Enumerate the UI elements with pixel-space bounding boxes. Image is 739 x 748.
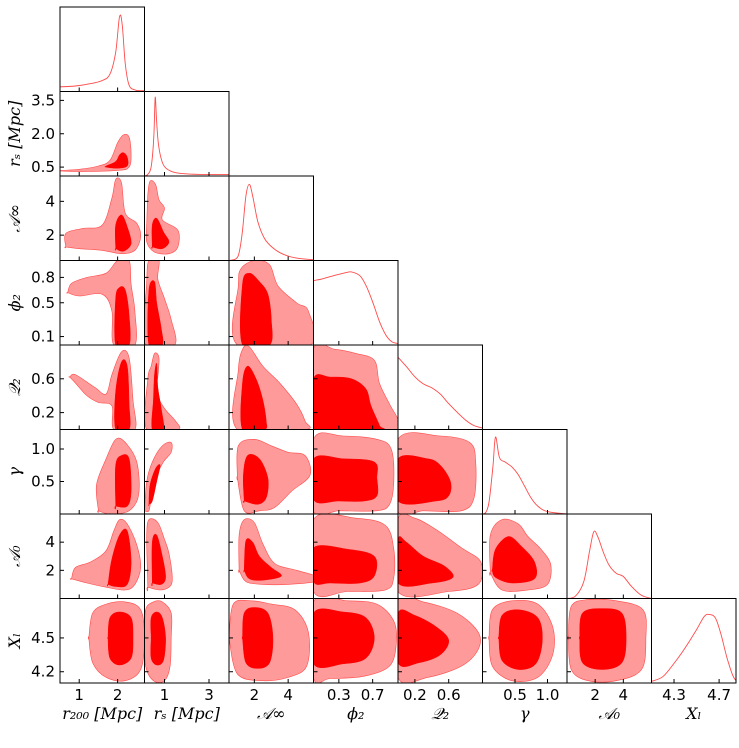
ylabel-Ainf: 𝒜∞ <box>5 204 24 232</box>
contour-inner-Ainf-XL <box>241 607 274 669</box>
panel-gamma-gamma <box>482 429 568 515</box>
ylabel-gamma: γ <box>5 467 24 477</box>
contour-inner-Q2-XL <box>398 609 449 667</box>
contour-outer-rs-gamma <box>144 441 173 513</box>
ytick-label-XL: 4.2 <box>31 663 55 681</box>
xtick-label-rs: 3 <box>204 686 214 704</box>
marginal-A0 <box>567 530 652 599</box>
contour-inner-r200-rs <box>104 152 129 169</box>
contour-inner-phi2-Q2 <box>313 374 385 430</box>
xtick-label-Ainf: 2 <box>250 686 260 704</box>
xtick-label-r200: 2 <box>113 686 123 704</box>
ytick-label-phi2: 0.8 <box>31 268 55 286</box>
marginal-phi2 <box>313 271 398 344</box>
panel-r200-rs <box>59 91 145 177</box>
ytick-label-gamma: 1.0 <box>31 440 55 458</box>
contour-inner-Ainf-A0 <box>243 538 282 581</box>
contour-inner-phi2-A0 <box>313 545 378 585</box>
ytick-label-phi2: 0.5 <box>31 294 55 312</box>
panel-XL-XL <box>651 598 737 684</box>
contour-inner-r200-A0 <box>107 528 132 588</box>
contour-inner-Q2-gamma <box>398 455 452 505</box>
contour-inner-rs-XL <box>150 611 166 666</box>
ytick-label-Ainf: 4 <box>45 192 55 210</box>
marginal-gamma <box>482 436 567 514</box>
contour-inner-r200-Q2 <box>114 359 131 430</box>
marginal-r200 <box>60 14 145 92</box>
contour-inner-Q2-A0 <box>398 536 454 587</box>
xtick-label-A0: 2 <box>590 686 600 704</box>
xlabel-rs: rₛ [Mpc] <box>154 704 221 723</box>
panel-Q2-Q2 <box>397 344 483 430</box>
xtick-label-gamma: 0.5 <box>503 686 527 704</box>
xtick-label-r200: 1 <box>74 686 84 704</box>
marginal-XL <box>651 613 736 682</box>
contour-inner-Ainf-phi2 <box>239 272 273 345</box>
xlabel-gamma: γ <box>520 704 530 723</box>
ytick-label-XL: 4.5 <box>31 629 55 647</box>
contour-inner-rs-phi2 <box>147 280 164 345</box>
marginal-rs <box>144 96 229 176</box>
ylabel-A0: 𝒜₀ <box>5 545 24 567</box>
xtick-label-XL: 4.3 <box>662 686 686 704</box>
xtick-label-rs: 1 <box>160 686 170 704</box>
contour-inner-r200-gamma <box>114 454 132 510</box>
ylabel-XL: Xₗ <box>5 633 24 650</box>
xlabel-Q2: 𝒬₂ <box>431 704 449 723</box>
ytick-label-A0: 4 <box>45 533 55 551</box>
xtick-label-phi2: 0.3 <box>327 686 351 704</box>
panel-Ainf-Ainf <box>228 175 314 261</box>
contour-inner-Ainf-gamma <box>243 454 269 505</box>
contour-inner-rs-gamma <box>148 464 161 507</box>
contour-inner-r200-phi2 <box>114 286 131 345</box>
ylabel-rs: rₛ [Mpc] <box>5 100 24 167</box>
contour-inner-rs-Q2 <box>151 362 165 430</box>
ytick-label-Q2: 0.2 <box>31 404 55 422</box>
xlabel-XL: Xₗ <box>684 704 701 723</box>
xtick-label-XL: 4.7 <box>707 686 731 704</box>
contour-inner-r200-Ainf <box>114 214 132 252</box>
ytick-label-Q2: 0.6 <box>31 370 55 388</box>
ytick-label-A0: 2 <box>45 561 55 579</box>
xlabel-phi2: ϕ₂ <box>347 704 364 723</box>
ytick-label-gamma: 0.5 <box>31 473 55 491</box>
xtick-label-gamma: 1.0 <box>536 686 560 704</box>
ylabel-Q2: 𝒬₂ <box>5 378 24 396</box>
contour-inner-phi2-XL <box>313 608 375 669</box>
xtick-label-A0: 4 <box>619 686 629 704</box>
xlabel-Ainf: 𝒜∞ <box>257 704 285 723</box>
xtick-label-Ainf: 4 <box>283 686 293 704</box>
contour-outer-r200-rs <box>60 134 132 172</box>
ylabel-phi2: ϕ₂ <box>5 294 24 311</box>
contour-inner-rs-Ainf <box>151 217 170 250</box>
xtick-label-Q2: 0.6 <box>437 686 461 704</box>
xlabel-r200: r₂₀₀ [Mpc] <box>62 704 143 723</box>
contour-inner-phi2-gamma <box>313 455 379 504</box>
ytick-label-rs: 3.5 <box>31 91 55 109</box>
ytick-label-rs: 2.0 <box>31 125 55 143</box>
xtick-label-phi2: 0.7 <box>361 686 385 704</box>
ytick-label-Ainf: 2 <box>45 226 55 244</box>
marginal-Ainf <box>229 183 314 261</box>
ytick-label-rs: 0.5 <box>31 158 55 176</box>
xlabel-A0: 𝒜₀ <box>598 704 620 723</box>
contour-inner-gamma-XL <box>498 609 543 670</box>
xtick-label-Q2: 0.2 <box>403 686 427 704</box>
contour-inner-A0-XL <box>579 608 627 670</box>
marginal-Q2 <box>398 356 483 429</box>
contour-inner-gamma-A0 <box>491 536 537 584</box>
panel-A0-A0 <box>566 513 652 599</box>
contour-inner-r200-XL <box>107 611 134 666</box>
panel-r200-r200 <box>59 6 145 92</box>
ytick-label-phi2: 0.1 <box>31 328 55 346</box>
contour-inner-rs-A0 <box>151 533 166 587</box>
